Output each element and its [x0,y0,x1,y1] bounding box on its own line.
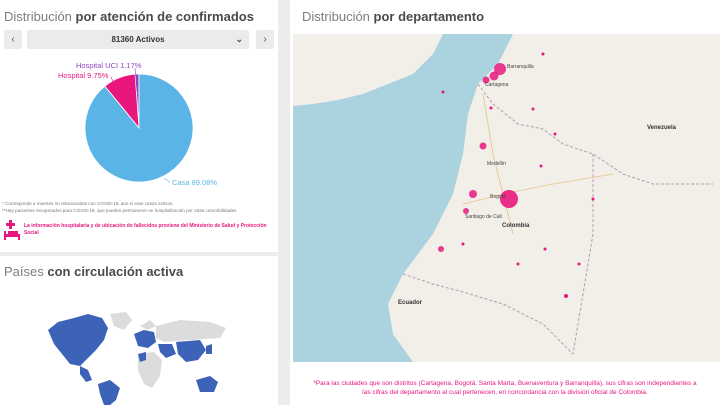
note-2: **Hay pacientes recuperados para COVID-1… [2,207,237,213]
country-middle-east[interactable] [158,344,176,358]
attention-card: Distribución por atención de confirmados… [0,0,278,252]
land-south-america [388,34,720,362]
country-australia[interactable] [196,376,218,392]
land-central-america [293,34,443,106]
prev-button[interactable]: ‹ [4,30,22,49]
country-south-america[interactable] [98,380,120,405]
bubble-sucre[interactable] [482,76,490,84]
label-bogota: Bogotá [490,194,506,200]
department-card: Distribución por departamento [290,0,720,405]
bubble-dot-3[interactable] [531,107,535,111]
health-source-note: La información hospitalaria y de ubicaci… [2,220,276,242]
pie-label-hospital: Hospital 9.75% [58,71,109,80]
chevron-down-icon: ⌄ [235,34,243,44]
map-canvas[interactable]: Barranquilla Cartagena Medellín Bogotá S… [293,34,720,362]
bubble-dot-7[interactable] [577,262,581,266]
label-venezuela: Venezuela [647,125,677,131]
country-central-america[interactable] [80,366,92,382]
bubble-dot-2[interactable] [541,52,545,56]
road-2 [462,173,614,205]
bubble-dot-12[interactable] [543,247,547,251]
countries-card: Países con circulación activa [0,256,278,405]
chevron-left-icon: ‹ [11,34,15,45]
world-map[interactable] [40,284,240,405]
bubble-dot-6[interactable] [591,197,595,201]
countries-title: Países con circulación activa [4,264,184,279]
bubble-dot-11[interactable] [489,106,493,110]
bubble-dot-5[interactable] [539,164,543,168]
country-japan[interactable] [206,344,212,354]
bubble-barranquilla[interactable] [494,63,506,75]
pie-slice-casa[interactable] [84,73,194,183]
next-button[interactable]: › [256,30,274,49]
colombia-map[interactable]: Barranquilla Cartagena Medellín Bogotá S… [293,34,720,362]
label-cartagena: Cartagena [485,82,509,88]
label-ecuador: Ecuador [398,300,423,306]
label-barranquilla: Barranquilla [507,64,534,70]
casa-leader-line [163,177,171,183]
bubble-dot-9[interactable] [564,294,568,298]
label-cali: Santiago de Cali [465,214,502,220]
country-scandinavia [140,320,156,330]
bubble-dot-10[interactable] [461,242,465,246]
country-asia[interactable] [176,340,206,362]
hospital-leader-line [110,76,117,89]
pie-label-uci: Hospital UCI 1.17% [76,61,142,70]
border-ecuador-peru [402,273,574,355]
pie-label-casa: Casa 89.08% [172,178,217,187]
bubble-dot-4[interactable] [553,132,557,136]
bubble-cundinamarca[interactable] [469,190,477,198]
department-title: Distribución por departamento [302,9,485,24]
country-europe[interactable] [134,330,156,348]
bubble-narino[interactable] [438,246,444,252]
uci-leader-line [134,67,138,93]
country-africa [138,352,162,388]
hospital-bed-icon [4,220,20,240]
country-russia [156,320,226,342]
country-greenland [110,312,132,330]
country-north-america[interactable] [48,314,108,366]
bubble-dot-8[interactable] [516,262,520,266]
border-brazil [572,154,594,355]
attention-notes: * Corresponde a muertes no relacionadas … [2,201,276,214]
border-venezuela [477,83,713,185]
attention-pie-chart: Hospital UCI 1.17% Hospital 9.75% Casa 8… [58,61,217,187]
bubble-bogota[interactable] [500,190,518,208]
country-north-africa[interactable] [138,352,146,362]
department-footnote: *Para las ciudades que son distritos (Ca… [313,380,697,396]
chevron-right-icon: › [263,34,267,45]
bubble-medellin[interactable] [479,142,487,150]
label-colombia: Colombia [502,223,530,229]
note-1: * Corresponde a muertes no relacionadas … [2,201,174,206]
label-medellin: Medellín [487,161,506,167]
status-select[interactable]: 81360 Activos ⌄ [27,30,249,49]
bubble-dot-1[interactable] [441,90,445,94]
status-select-value: 81360 Activos [111,35,165,44]
bubble-cali[interactable] [463,208,469,214]
road-1 [482,93,514,235]
attention-title: Distribución por atención de confirmados [4,9,254,24]
land-caribbean-islands [323,34,373,50]
health-source-text: La información hospitalaria y de ubicaci… [24,223,267,236]
bubble-cartagena[interactable] [489,71,499,81]
